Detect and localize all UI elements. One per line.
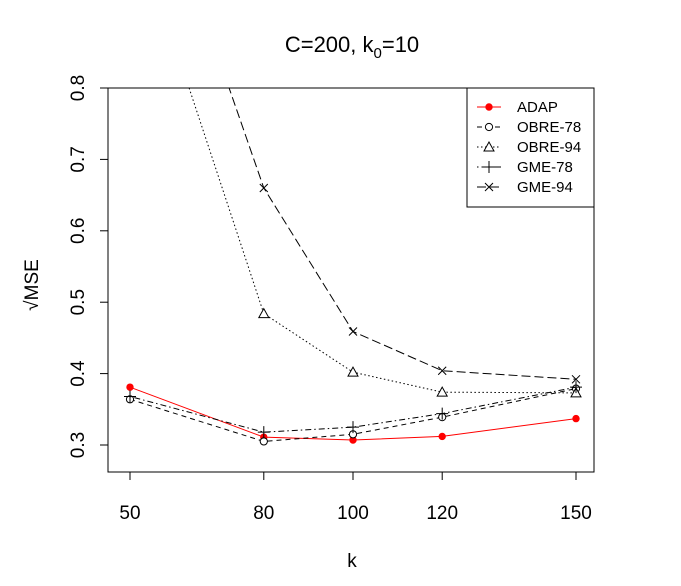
point-gme-78 bbox=[347, 421, 359, 434]
point-adap bbox=[572, 414, 580, 423]
point-adap bbox=[438, 432, 446, 441]
legend-entry-gme-78: GME-78 bbox=[477, 159, 573, 176]
point-obre-78 bbox=[259, 437, 268, 446]
point-obre-94 bbox=[347, 366, 359, 377]
legend-marker bbox=[483, 161, 495, 173]
legend-label: GME-94 bbox=[517, 179, 573, 196]
y-tick-label: 0.4 bbox=[68, 360, 89, 387]
point-adap bbox=[126, 383, 134, 391]
x-axis-label: k bbox=[347, 551, 357, 572]
y-tick-label: 0.8 bbox=[68, 75, 89, 101]
legend-marker bbox=[484, 122, 494, 132]
legend-marker bbox=[484, 182, 494, 192]
point-gme-78 bbox=[570, 381, 582, 394]
legend-label: OBRE-94 bbox=[517, 139, 581, 156]
point-gme-94 bbox=[437, 366, 447, 376]
point-gme-94 bbox=[348, 327, 358, 336]
point-gme-94 bbox=[259, 183, 269, 193]
legend-entry-gme-94: GME-94 bbox=[477, 179, 573, 196]
legend-label: GME-78 bbox=[517, 159, 573, 176]
x-tick-label: 100 bbox=[337, 503, 369, 524]
svg-text:√MSE: √MSE bbox=[22, 259, 43, 311]
x-tick-label: 120 bbox=[426, 503, 458, 524]
point-gme-78 bbox=[124, 390, 136, 403]
legend-label: ADAP bbox=[517, 99, 558, 116]
chart-title: C=200, k0=10 bbox=[285, 32, 419, 62]
series-obre-78 bbox=[125, 384, 581, 446]
y-tick-label: 0.7 bbox=[68, 146, 89, 172]
x-tick-label: 80 bbox=[253, 503, 274, 524]
y-tick-label: 0.5 bbox=[68, 289, 89, 315]
series-gme-78 bbox=[124, 381, 582, 439]
y-tick-label: 0.6 bbox=[68, 218, 89, 244]
legend: ADAP OBRE-78 OBRE-94 GME-78 GME-94 bbox=[466, 87, 595, 208]
axes: 50 80 100 120 150 0.3 0.4 0.5 0.6 0.7 0.8 bbox=[68, 75, 592, 524]
point-obre-94 bbox=[436, 386, 449, 397]
series-layer bbox=[124, 88, 582, 446]
point-gme-94 bbox=[571, 374, 581, 384]
point-gme-78 bbox=[257, 426, 270, 439]
legend-marker bbox=[485, 103, 493, 111]
y-tick-label: 0.3 bbox=[68, 432, 89, 458]
legend-entry-adap: ADAP bbox=[477, 99, 558, 116]
series-gme-94 bbox=[228, 88, 581, 384]
x-tick-label: 50 bbox=[119, 503, 140, 524]
point-gme-78 bbox=[436, 407, 449, 420]
y-axis-label: √MSE bbox=[22, 259, 43, 311]
x-tick-label: 150 bbox=[560, 503, 592, 524]
point-obre-94 bbox=[257, 307, 270, 319]
legend-entry-obre-94: OBRE-94 bbox=[477, 139, 581, 156]
legend-marker bbox=[483, 140, 495, 152]
legend-label: OBRE-78 bbox=[517, 119, 581, 136]
legend-entry-obre-78: OBRE-78 bbox=[477, 119, 581, 136]
plot-frame bbox=[107, 87, 595, 473]
